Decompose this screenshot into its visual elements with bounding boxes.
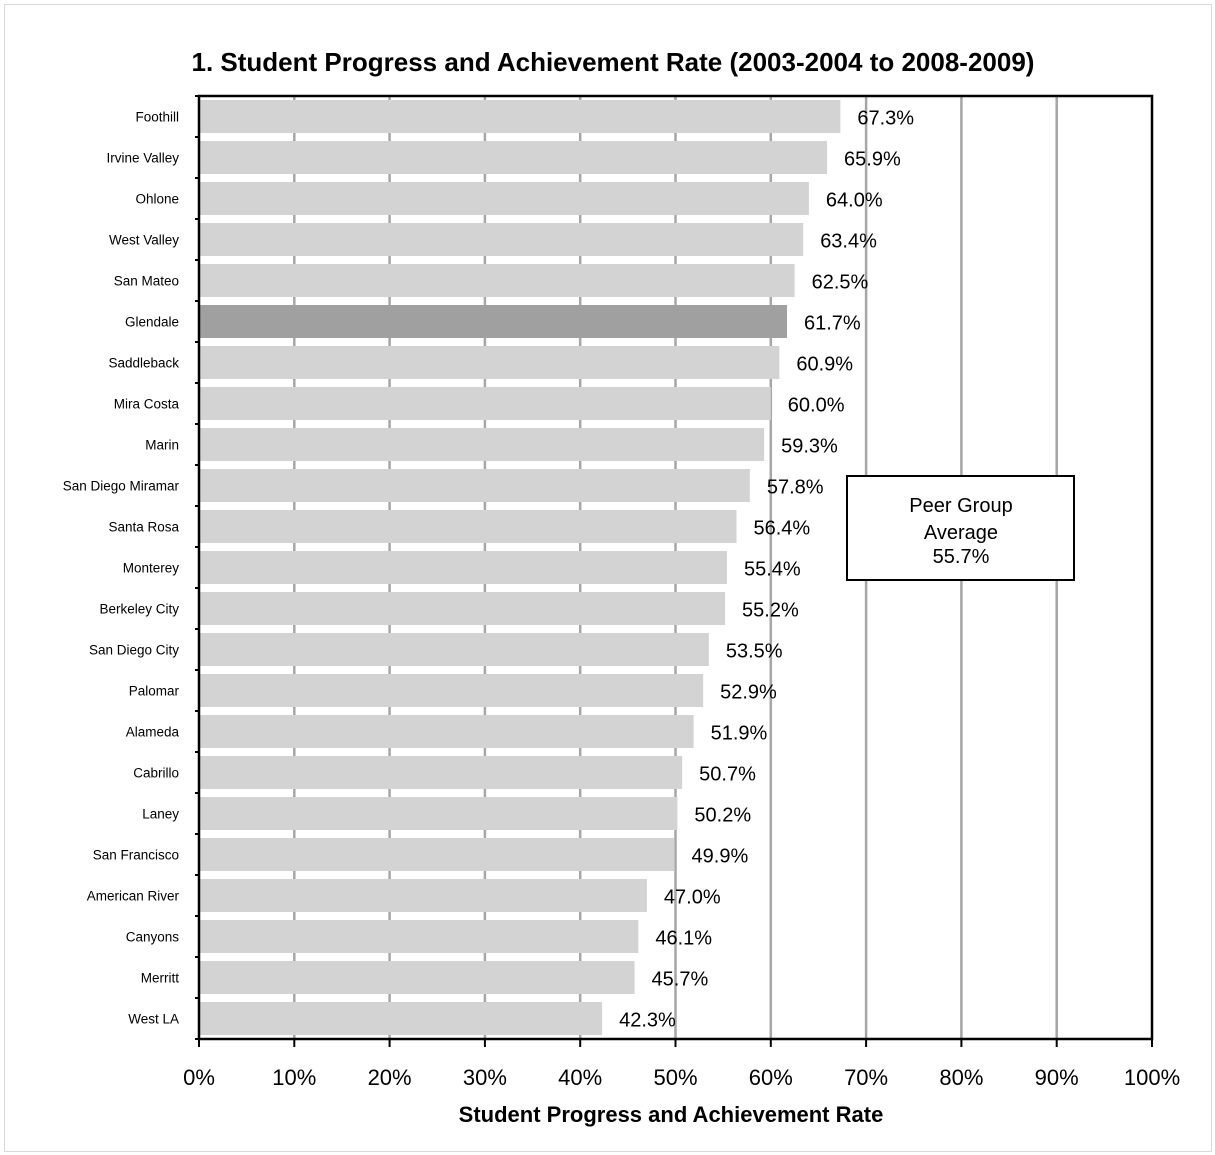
bar	[199, 674, 704, 707]
annotation-line-1: Peer Group	[909, 495, 1012, 517]
bar	[199, 100, 841, 133]
bar	[199, 387, 771, 420]
bar	[199, 797, 678, 830]
x-axis-ticks: 0% 10% 20% 30% 40% 50% 60% 70% 80% 90% 100%	[183, 1039, 1180, 1090]
x-tick-label: 30%	[463, 1065, 507, 1090]
x-tick-label: 10%	[272, 1065, 316, 1090]
bar	[199, 223, 804, 256]
annotation-line-2: Average	[924, 522, 998, 544]
x-tick-label: 40%	[558, 1065, 602, 1090]
value-label: 60.0%	[788, 395, 845, 417]
value-labels: 67.3% 65.9% 64.0% 63.4% 62.5% 61.7% 60.9% 60.0%…	[619, 108, 914, 1032]
category-label: Marin	[145, 438, 179, 453]
bar	[199, 920, 639, 953]
category-label: Canyons	[126, 930, 180, 945]
category-label: San Diego Miramar	[63, 479, 180, 494]
chart-frame	[4, 4, 1212, 1152]
value-label: 67.3%	[857, 108, 914, 130]
x-tick-label: 100%	[1124, 1065, 1180, 1090]
annotation-box	[846, 475, 1075, 581]
category-label: San Mateo	[114, 274, 179, 289]
x-tick-label: 70%	[844, 1065, 888, 1090]
category-label: Alameda	[126, 725, 180, 740]
category-label: Cabrillo	[133, 766, 179, 781]
category-label: Mira Costa	[114, 397, 180, 412]
value-label: 53.5%	[726, 641, 783, 663]
category-label: San Diego City	[89, 643, 179, 658]
category-labels: Foothill Irvine Valley Ohlone West Valley Sa…	[63, 110, 180, 1027]
value-label: 50.2%	[694, 805, 751, 827]
chart-title: 1. Student Progress and Achievement Rate…	[192, 47, 1035, 77]
value-label: 55.2%	[742, 600, 799, 622]
bar	[199, 346, 780, 379]
category-label: Glendale	[125, 315, 179, 330]
bar	[199, 141, 828, 174]
category-label: Laney	[142, 807, 179, 822]
value-label: 47.0%	[664, 887, 721, 909]
bar	[199, 715, 694, 748]
value-label: 64.0%	[826, 190, 883, 212]
value-label: 65.9%	[844, 149, 901, 171]
category-label: Irvine Valley	[106, 151, 179, 166]
bar	[199, 551, 727, 584]
x-tick-label: 20%	[368, 1065, 412, 1090]
x-tick-label: 50%	[653, 1065, 697, 1090]
peer-group-average-box: Peer Group Average 55.7%	[846, 475, 1075, 581]
value-label: 45.7%	[652, 969, 709, 991]
y-axis-ticks	[195, 95, 199, 1040]
bar	[199, 264, 795, 297]
value-label: 60.9%	[796, 354, 853, 376]
x-tick-label: 60%	[749, 1065, 793, 1090]
annotation-line-3: 55.7%	[933, 546, 990, 568]
value-label: 62.5%	[812, 272, 869, 294]
category-label: Palomar	[129, 684, 180, 699]
category-label: American River	[87, 889, 180, 904]
category-label: Merritt	[141, 971, 179, 986]
value-label: 49.9%	[692, 846, 749, 868]
value-label: 63.4%	[820, 231, 877, 253]
bar	[199, 305, 788, 338]
value-label: 61.7%	[804, 313, 861, 335]
bar	[199, 1002, 603, 1035]
bar	[199, 428, 765, 461]
x-tick-label: 0%	[183, 1065, 215, 1090]
category-label: Santa Rosa	[108, 520, 179, 535]
x-tick-label: 90%	[1035, 1065, 1079, 1090]
bar	[199, 182, 809, 215]
bar	[199, 592, 726, 625]
bars	[199, 100, 841, 1035]
bar	[199, 961, 635, 994]
value-label: 57.8%	[767, 477, 824, 499]
category-label: Ohlone	[135, 192, 179, 207]
category-label: San Francisco	[93, 848, 179, 863]
value-label: 52.9%	[720, 682, 777, 704]
bar	[199, 838, 675, 871]
category-label: Saddleback	[108, 356, 179, 371]
value-label: 55.4%	[744, 559, 801, 581]
x-tick-label: 80%	[939, 1065, 983, 1090]
category-label: West LA	[128, 1012, 179, 1027]
category-label: Monterey	[123, 561, 180, 576]
value-label: 51.9%	[711, 723, 768, 745]
category-label: Foothill	[135, 110, 179, 125]
bar	[199, 879, 647, 912]
category-label: West Valley	[109, 233, 179, 248]
value-label: 46.1%	[655, 928, 712, 950]
x-axis-title: Student Progress and Achievement Rate	[459, 1102, 884, 1127]
value-label: 59.3%	[781, 436, 838, 458]
bar	[199, 510, 737, 543]
bar	[199, 469, 750, 502]
bar	[199, 633, 709, 666]
value-label: 56.4%	[753, 518, 810, 540]
value-label: 50.7%	[699, 764, 756, 786]
value-label: 42.3%	[619, 1010, 676, 1032]
bar	[199, 756, 683, 789]
category-label: Berkeley City	[99, 602, 179, 617]
